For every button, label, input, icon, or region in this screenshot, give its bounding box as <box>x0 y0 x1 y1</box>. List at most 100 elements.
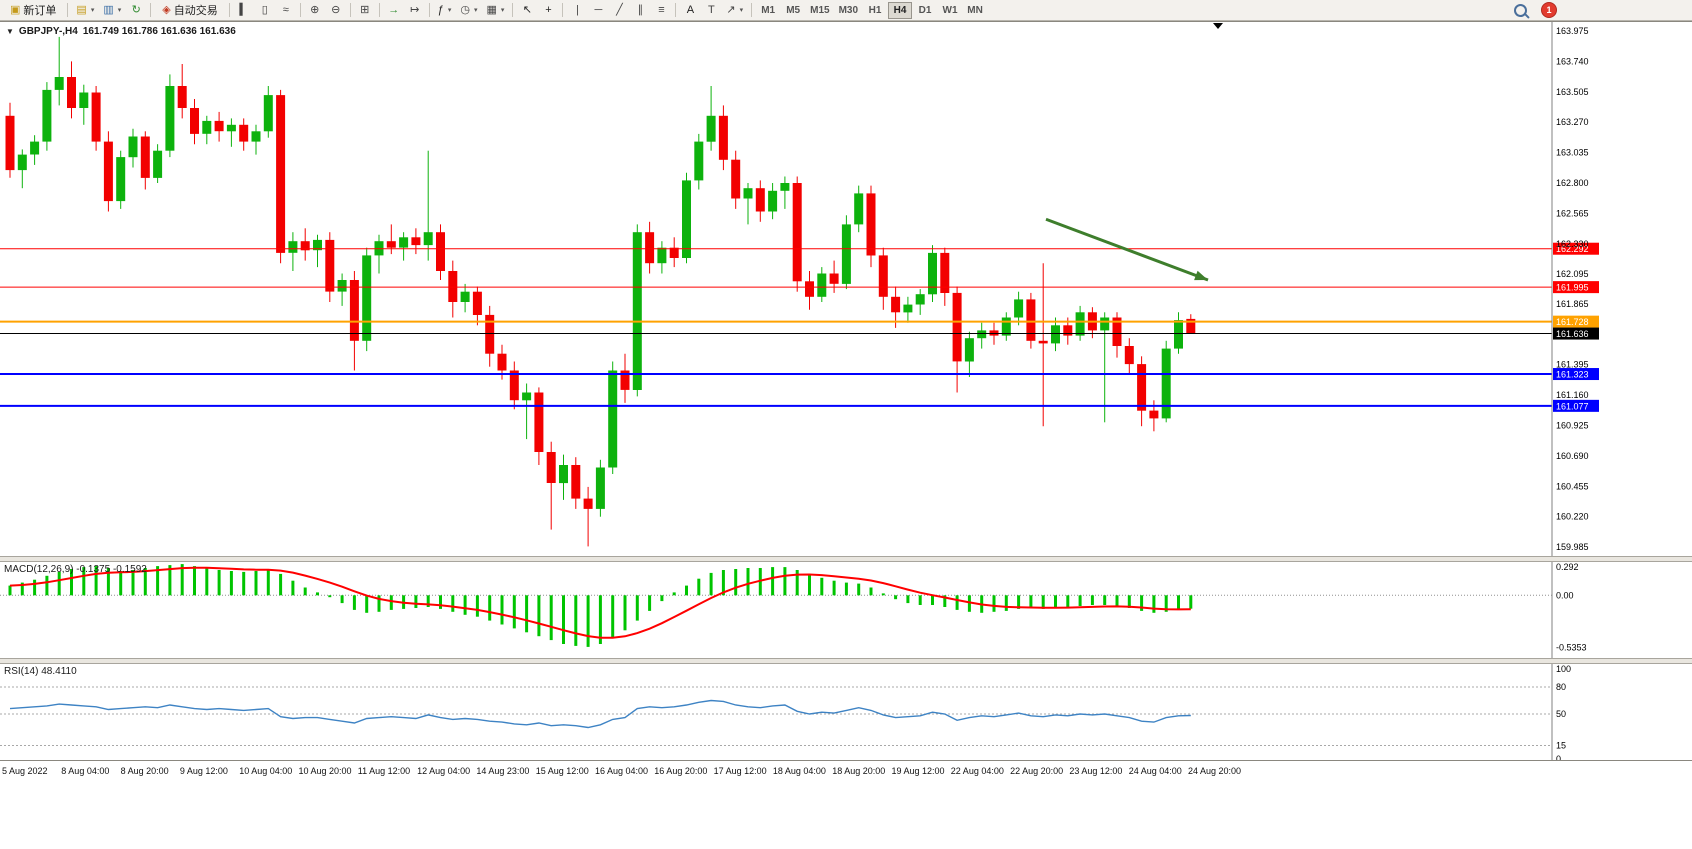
new-chart-button[interactable]: ▤ ▾ <box>72 2 98 19</box>
chevron-down-icon: ▾ <box>90 7 95 14</box>
clock-icon: ◷ <box>460 3 470 16</box>
timeframe-h1-button[interactable]: H1 <box>863 2 887 19</box>
text-button[interactable]: A <box>680 2 700 19</box>
timeframe-m1-button[interactable]: M1 <box>756 2 780 19</box>
rsi-scale[interactable] <box>1552 664 1692 760</box>
candle <box>79 92 89 108</box>
search-icon[interactable] <box>1514 3 1527 17</box>
templates-button[interactable]: ▦ ▾ <box>482 2 508 19</box>
arrows-button[interactable]: ↗ ▾ <box>722 2 747 19</box>
text-label-button[interactable]: T <box>701 2 721 19</box>
candle <box>17 154 27 171</box>
candle <box>276 95 286 253</box>
time-label: 22 Aug 04:00 <box>950 766 1004 776</box>
vertical-line-button[interactable]: | <box>567 2 587 19</box>
indicators-button[interactable]: ƒ ▾ <box>434 2 456 19</box>
profiles-button[interactable]: ▥ ▾ <box>99 2 125 19</box>
zoom-out-button[interactable]: ⊖ <box>326 2 346 19</box>
time-label: 16 Aug 20:00 <box>654 766 708 776</box>
trend-arrow[interactable] <box>1045 217 1209 282</box>
toolbar-separator <box>299 3 301 17</box>
timeframe-m30-button[interactable]: M30 <box>835 2 862 19</box>
candle-chart-button[interactable]: ▯ <box>255 2 275 19</box>
channel-icon: ∥ <box>637 3 644 16</box>
bar-chart-button[interactable]: ▍ <box>234 2 254 19</box>
line-chart-button[interactable]: ≈ <box>276 2 296 19</box>
macd-canvas[interactable]: 0.292 0.00 -0.5353 <box>0 562 1692 658</box>
one-click-collapse-icon[interactable]: ▼ <box>6 27 14 36</box>
price-chart-canvas[interactable]: 162.292 161.995 161.728 161.636 161.323 161.0… <box>0 22 1692 556</box>
candle <box>620 370 630 390</box>
timeframe-mn-button[interactable]: MN <box>963 2 987 19</box>
macd-scale[interactable] <box>1552 562 1692 658</box>
candle <box>263 95 273 132</box>
candle <box>780 183 790 191</box>
candle <box>226 124 236 132</box>
candle <box>386 241 396 248</box>
chart-symbol-label: GBPJPY-,H4 <box>18 26 78 37</box>
cursor-button[interactable]: ↖ <box>517 2 537 19</box>
rsi-canvas[interactable]: 100 80 50 15 0 <box>0 664 1692 760</box>
zoom-in-button[interactable]: ⊕ <box>305 2 325 19</box>
candle <box>202 120 212 134</box>
refresh-button[interactable]: ↻ <box>126 2 146 19</box>
bar-chart-icon: ▍ <box>239 3 248 16</box>
indicators-icon: ƒ <box>437 3 444 16</box>
channel-button[interactable]: ∥ <box>630 2 650 19</box>
timeframe-m5-button[interactable]: M5 <box>781 2 805 19</box>
text-icon: A <box>686 3 695 16</box>
panel-divider[interactable] <box>0 658 1692 664</box>
time-label: 8 Aug 04:00 <box>61 766 110 776</box>
chart-shift-marker[interactable] <box>1213 23 1223 29</box>
price-tick-label: 162.800 <box>1556 178 1589 188</box>
time-axis[interactable]: 5 Aug 2022 8 Aug 04:00 8 Aug 20:00 9 Aug 12… <box>0 760 1692 782</box>
candle <box>1051 325 1060 344</box>
horizontal-line-button[interactable]: ─ <box>588 2 608 19</box>
time-label: 10 Aug 04:00 <box>239 766 293 776</box>
timeframe-d1-button[interactable]: D1 <box>913 2 937 19</box>
price-tick-label: 163.505 <box>1556 87 1589 97</box>
price-tick-label: 160.690 <box>1556 451 1589 461</box>
rsi-tick-label: 80 <box>1556 682 1566 692</box>
macd-panel: 0.292 0.00 -0.5353 MACD(12,26,9) -0.1375 -… <box>0 562 1692 658</box>
chart-shift-button[interactable]: ↦ <box>405 2 425 19</box>
autoscroll-button[interactable]: → <box>384 2 404 19</box>
candle <box>5 115 15 171</box>
tile-windows-button[interactable]: ⊞ <box>355 2 375 19</box>
candle <box>239 124 249 142</box>
timeframe-w1-button[interactable]: W1 <box>938 2 962 19</box>
fibonacci-button[interactable]: ≡ <box>651 2 671 19</box>
time-label: 10 Aug 20:00 <box>298 766 352 776</box>
price-tick-label: 161.395 <box>1556 360 1589 370</box>
time-label: 18 Aug 04:00 <box>772 766 826 776</box>
periods-button[interactable]: ◷ ▾ <box>456 2 481 19</box>
candle <box>1186 318 1196 334</box>
candle <box>153 150 163 178</box>
chart-window: 162.292 161.995 161.728 161.636 161.323 161.0… <box>0 21 1692 849</box>
candle <box>571 465 581 499</box>
time-label: 12 Aug 04:00 <box>417 766 471 776</box>
timeframe-h4-button[interactable]: H4 <box>888 1 913 19</box>
timeframe-m15-button[interactable]: M15 <box>806 2 833 19</box>
autotrading-button[interactable]: ◈ 自动交易 <box>155 2 224 19</box>
chevron-down-icon: ▾ <box>117 7 122 14</box>
trendline-icon: ╱ <box>616 3 623 16</box>
trendline-button[interactable]: ╱ <box>609 2 629 19</box>
text-label-icon: T <box>708 3 715 16</box>
candle <box>325 239 335 292</box>
notification-badge[interactable]: 1 <box>1541 2 1557 18</box>
candle <box>349 280 359 341</box>
panel-divider[interactable] <box>0 556 1692 562</box>
crosshair-button[interactable]: + <box>538 2 558 19</box>
candle <box>546 452 556 483</box>
rsi-label: RSI(14) 48.4110 <box>4 666 77 677</box>
candle <box>251 131 261 142</box>
new-order-button[interactable]: ▣ 新订单 <box>3 2 63 19</box>
new-order-icon: ▣ <box>10 3 21 16</box>
candle <box>1100 317 1110 331</box>
time-label: 14 Aug 23:00 <box>476 766 530 776</box>
price-scale[interactable] <box>1552 22 1692 556</box>
candle <box>1161 348 1171 419</box>
chart-ohlc-label: 161.749 161.786 161.636 161.636 <box>82 26 236 37</box>
candle <box>866 193 876 256</box>
